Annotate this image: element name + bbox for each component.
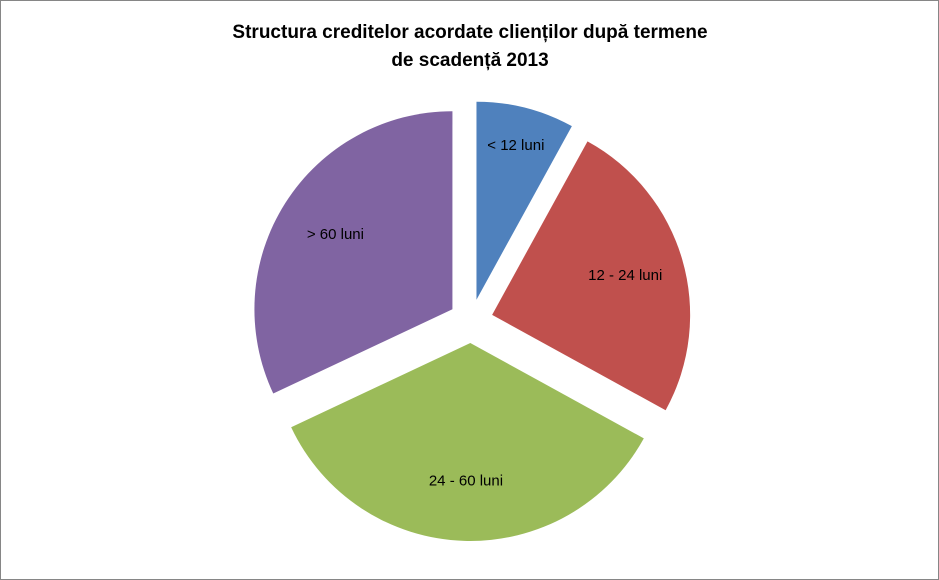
slice-label: 12 - 24 luni xyxy=(588,267,662,284)
pie-slice xyxy=(492,141,691,411)
chart-title: Structura creditelor acordate clienților… xyxy=(232,22,707,43)
chart-title: de scadență 2013 xyxy=(391,50,548,71)
slice-label: 24 - 60 luni xyxy=(429,472,503,489)
pie-slice xyxy=(254,111,453,394)
pie-slice xyxy=(291,342,644,541)
pie-slice xyxy=(476,101,572,300)
slice-label: < 12 luni xyxy=(487,137,544,154)
slice-label: > 60 luni xyxy=(307,226,364,243)
